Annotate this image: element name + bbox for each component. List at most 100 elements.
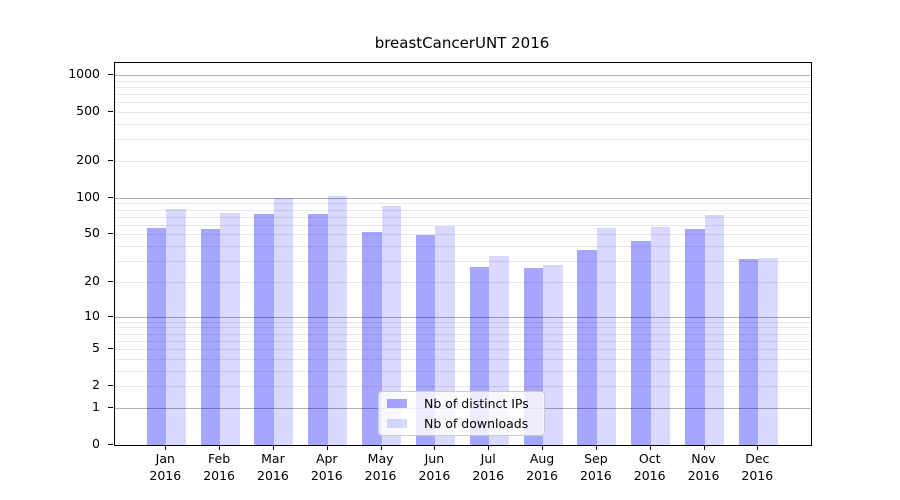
minor-gridline bbox=[115, 349, 811, 351]
bar-downloads-dec bbox=[758, 257, 778, 445]
bar-downloads-apr bbox=[327, 195, 348, 445]
x-tick-label: Jun 2016 bbox=[418, 451, 451, 483]
y-tick-mark bbox=[108, 73, 113, 75]
minor-gridline bbox=[115, 94, 811, 96]
minor-gridline bbox=[115, 327, 811, 329]
x-tick-mark bbox=[165, 445, 167, 450]
x-tick-label: Nov 2016 bbox=[687, 451, 720, 483]
legend-item: Nb of distinct IPs bbox=[387, 395, 536, 412]
x-tick-label: May 2016 bbox=[364, 451, 397, 483]
minor-gridline bbox=[115, 86, 811, 88]
x-tick-label: Jan 2016 bbox=[149, 451, 182, 483]
legend-label: Nb of distinct IPs bbox=[424, 396, 529, 411]
bar-distinct-ips-mar bbox=[254, 214, 274, 445]
x-tick-mark bbox=[326, 445, 328, 450]
major-gridline bbox=[115, 316, 811, 318]
x-tick-label: Mar 2016 bbox=[257, 451, 289, 483]
x-tick-mark bbox=[380, 445, 382, 450]
y-tick-mark bbox=[108, 159, 113, 161]
x-tick-label: Apr 2016 bbox=[310, 451, 343, 483]
y-tick-mark bbox=[108, 406, 113, 408]
y-tick-label: 5 bbox=[92, 340, 100, 356]
x-tick-label: Feb 2016 bbox=[203, 451, 236, 483]
minor-gridline bbox=[115, 139, 811, 141]
bar-downloads-feb bbox=[220, 213, 240, 445]
minor-gridline bbox=[115, 160, 811, 162]
bar-downloads-oct bbox=[650, 226, 671, 445]
bar-distinct-ips-nov bbox=[685, 229, 705, 445]
bar-downloads-may bbox=[381, 206, 402, 445]
x-tick-label: Oct 2016 bbox=[633, 451, 666, 483]
legend-swatch-distinct-ips bbox=[387, 399, 407, 408]
minor-gridline bbox=[115, 123, 811, 125]
bar-downloads-mar bbox=[273, 197, 294, 445]
minor-gridline bbox=[115, 234, 811, 236]
legend: Nb of distinct IPs Nb of downloads bbox=[378, 391, 545, 436]
x-tick-mark bbox=[595, 445, 597, 450]
y-tick-label: 20 bbox=[84, 272, 100, 288]
y-tick-mark bbox=[108, 348, 113, 350]
bar-downloads-sep bbox=[596, 228, 617, 445]
minor-gridline bbox=[115, 102, 811, 104]
minor-gridline bbox=[115, 80, 811, 82]
x-tick-mark bbox=[272, 445, 274, 450]
y-tick-label: 1 bbox=[92, 398, 100, 414]
minor-gridline bbox=[115, 321, 811, 323]
minor-gridline bbox=[115, 224, 811, 226]
y-tick-label: 500 bbox=[76, 103, 100, 119]
x-tick-label: Aug 2016 bbox=[526, 451, 558, 483]
legend-swatch-downloads bbox=[387, 419, 407, 428]
x-tick-mark bbox=[434, 445, 436, 450]
x-tick-label: Sep 2016 bbox=[579, 451, 612, 483]
y-tick-mark bbox=[108, 385, 113, 387]
minor-gridline bbox=[115, 370, 811, 372]
plot-area bbox=[114, 62, 812, 446]
y-tick-label: 10 bbox=[84, 307, 100, 323]
x-tick-mark bbox=[488, 445, 490, 450]
y-tick-label: 0 bbox=[92, 436, 100, 451]
minor-gridline bbox=[115, 216, 811, 218]
bar-downloads-aug bbox=[543, 264, 563, 445]
bar-distinct-ips-sep bbox=[577, 250, 597, 445]
bar-distinct-ips-jan bbox=[146, 227, 167, 445]
bar-downloads-nov bbox=[704, 215, 724, 445]
bar-distinct-ips-apr bbox=[308, 214, 328, 445]
x-tick-label: Dec 2016 bbox=[741, 451, 774, 483]
legend-label: Nb of downloads bbox=[424, 416, 529, 431]
legend-item: Nb of downloads bbox=[387, 415, 536, 432]
minor-gridline bbox=[115, 209, 811, 211]
bar-distinct-ips-may bbox=[362, 232, 382, 445]
minor-gridline bbox=[115, 333, 811, 335]
y-tick-mark bbox=[108, 111, 113, 113]
bar-distinct-ips-feb bbox=[200, 229, 221, 445]
x-tick-mark bbox=[219, 445, 221, 450]
minor-gridline bbox=[115, 386, 811, 388]
major-gridline bbox=[115, 74, 811, 76]
minor-gridline bbox=[115, 358, 811, 360]
x-tick-mark bbox=[703, 445, 705, 450]
y-tick-label: 200 bbox=[76, 151, 100, 167]
major-gridline bbox=[115, 197, 811, 199]
y-tick-label: 1000 bbox=[68, 65, 100, 81]
y-tick-mark bbox=[108, 196, 113, 198]
x-tick-mark bbox=[757, 445, 759, 450]
y-tick-mark bbox=[108, 444, 113, 445]
bar-downloads-jan bbox=[166, 208, 186, 445]
x-tick-mark bbox=[542, 445, 544, 450]
y-tick-label: 50 bbox=[84, 225, 100, 241]
bar-distinct-ips-oct bbox=[631, 241, 651, 445]
bar-downloads-jun bbox=[435, 225, 455, 445]
y-tick-mark bbox=[108, 280, 113, 282]
minor-gridline bbox=[115, 261, 811, 263]
minor-gridline bbox=[115, 246, 811, 248]
y-tick-mark bbox=[108, 233, 113, 235]
y-tick-label: 100 bbox=[76, 188, 100, 204]
minor-gridline bbox=[115, 340, 811, 342]
minor-gridline bbox=[115, 203, 811, 205]
minor-gridline bbox=[115, 281, 811, 283]
bar-distinct-ips-dec bbox=[738, 259, 759, 445]
y-tick-mark bbox=[108, 315, 113, 317]
y-tick-label: 2 bbox=[92, 377, 100, 393]
x-tick-mark bbox=[649, 445, 651, 450]
